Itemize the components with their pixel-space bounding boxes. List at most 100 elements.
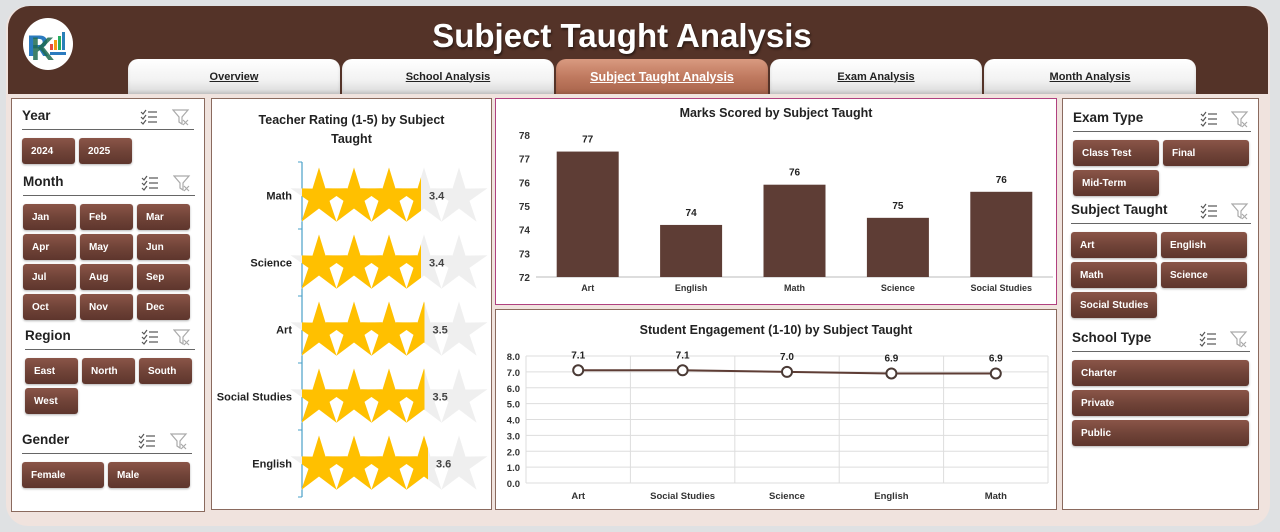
chart-title: Marks Scored by Subject Taught xyxy=(679,106,873,120)
svg-text:6.0: 6.0 xyxy=(507,384,520,395)
data-label: 3.4 xyxy=(429,191,445,203)
svg-text:78: 78 xyxy=(519,131,531,142)
clear-filter-icon[interactable] xyxy=(1230,202,1249,220)
chart-title: Teacher Rating (1-5) by Subject Taught xyxy=(258,113,445,146)
bar xyxy=(763,184,826,277)
tab-subject-taught-analysis[interactable]: Subject Taught Analysis xyxy=(556,59,768,94)
svg-text:76: 76 xyxy=(996,175,1008,186)
tab-exam-analysis[interactable]: Exam Analysis xyxy=(770,59,982,94)
svg-text:75: 75 xyxy=(892,201,904,212)
svg-text:R: R xyxy=(27,30,49,63)
data-point xyxy=(676,364,689,377)
data-label: 3.6 xyxy=(436,459,451,471)
slicer-button-west[interactable]: West xyxy=(25,388,78,414)
svg-text:Social Studies: Social Studies xyxy=(971,283,1033,293)
data-point xyxy=(989,367,1002,380)
slicer-exam-type: Exam Type Class Test Final Mid-Term xyxy=(1073,106,1251,196)
svg-text:5.0: 5.0 xyxy=(507,400,520,411)
slicer-button-2024[interactable]: 2024 xyxy=(22,138,75,164)
slicer-button-private[interactable]: Private xyxy=(1072,390,1249,416)
slicer-button-art[interactable]: Art xyxy=(1071,232,1157,258)
svg-text:Science: Science xyxy=(881,283,915,293)
slicer-title: School Type xyxy=(1072,330,1152,345)
clear-filter-icon[interactable] xyxy=(169,432,188,450)
page-title: Subject Taught Analysis xyxy=(432,17,812,54)
category-label: Math xyxy=(266,191,292,203)
svg-text:English: English xyxy=(675,283,708,293)
slicer-button-class-test[interactable]: Class Test xyxy=(1073,140,1159,166)
clear-filter-icon[interactable] xyxy=(171,108,190,126)
slicer-button-north[interactable]: North xyxy=(82,358,135,384)
clear-filter-icon[interactable] xyxy=(172,328,191,346)
slicer-button-oct[interactable]: Oct xyxy=(23,294,76,320)
tab-school-analysis[interactable]: School Analysis xyxy=(342,59,554,94)
tab-bar: Overview School Analysis Subject Taught An… xyxy=(128,59,1198,94)
slicer-button-social-studies[interactable]: Social Studies xyxy=(1071,292,1157,318)
slicer-button-jul[interactable]: Jul xyxy=(23,264,76,290)
category-label: Social Studies xyxy=(217,392,292,404)
multi-select-icon[interactable] xyxy=(138,433,156,449)
tab-month-analysis[interactable]: Month Analysis xyxy=(984,59,1196,94)
multi-select-icon[interactable] xyxy=(1200,111,1218,127)
slicer-button-male[interactable]: Male xyxy=(108,462,190,488)
slicer-button-dec[interactable]: Dec xyxy=(137,294,190,320)
slicer-subject-taught: Subject Taught Art English Math Science Soci… xyxy=(1071,198,1251,318)
category-label: Art xyxy=(276,325,292,337)
slicer-button-female[interactable]: Female xyxy=(22,462,104,488)
slicer-button-science[interactable]: Science xyxy=(1161,262,1247,288)
slicer-button-feb[interactable]: Feb xyxy=(80,204,133,230)
tab-overview[interactable]: Overview xyxy=(128,59,340,94)
rk-logo-icon: R K xyxy=(27,30,66,67)
slicer-button-may[interactable]: May xyxy=(80,234,133,260)
svg-text:6.9: 6.9 xyxy=(884,353,898,364)
svg-text:73: 73 xyxy=(519,249,531,260)
clear-filter-icon[interactable] xyxy=(1229,330,1248,348)
data-point xyxy=(781,365,793,378)
slicer-button-south[interactable]: South xyxy=(139,358,192,384)
right-slicer-panel: Exam Type Class Test Final Mid-Term Subjec… xyxy=(1062,98,1259,510)
slicer-button-apr[interactable]: Apr xyxy=(23,234,76,260)
slicer-title: Gender xyxy=(22,432,70,447)
logo: R K xyxy=(23,18,73,70)
svg-text:7.1: 7.1 xyxy=(571,350,585,361)
slicer-button-sep[interactable]: Sep xyxy=(137,264,190,290)
slicer-button-math[interactable]: Math xyxy=(1071,262,1157,288)
svg-text:Math: Math xyxy=(985,491,1007,502)
slicer-button-public[interactable]: Public xyxy=(1072,420,1249,446)
line-plot: 0.0 1.0 2.0 3.0 4.0 5.0 6.0 7.0 8.0 7.1 Art 7.1 Soci… xyxy=(507,350,1049,502)
slicer-button-final[interactable]: Final xyxy=(1163,140,1249,166)
slicer-button-east[interactable]: East xyxy=(25,358,78,384)
svg-text:Art: Art xyxy=(581,283,594,293)
slicer-title: Year xyxy=(22,108,51,123)
slicer-button-mid-term[interactable]: Mid-Term xyxy=(1073,170,1159,196)
multi-select-icon[interactable] xyxy=(141,329,159,345)
slicer-button-2025[interactable]: 2025 xyxy=(79,138,132,164)
category-label: English xyxy=(252,459,292,471)
svg-text:7.0: 7.0 xyxy=(780,352,794,363)
data-label: 3.5 xyxy=(433,392,448,404)
slicer-button-charter[interactable]: Charter xyxy=(1072,360,1249,386)
svg-text:3.0: 3.0 xyxy=(507,431,520,442)
slicer-button-jun[interactable]: Jun xyxy=(137,234,190,260)
category-label: Science xyxy=(250,258,292,270)
slicer-button-jan[interactable]: Jan xyxy=(23,204,76,230)
svg-text:7.1: 7.1 xyxy=(676,350,690,361)
marks-bar-chart: Marks Scored by Subject Taught 72 73 74 75 7… xyxy=(495,98,1057,305)
slicer-month: Month Jan Feb Mar Apr May Jun Jul Aug Sep Oct Nov D… xyxy=(23,170,195,320)
clear-filter-icon[interactable] xyxy=(172,174,191,192)
slicer-button-mar[interactable]: Mar xyxy=(137,204,190,230)
slicer-button-english[interactable]: English xyxy=(1161,232,1247,258)
multi-select-icon[interactable] xyxy=(1200,203,1218,219)
svg-text:K: K xyxy=(31,31,54,67)
multi-select-icon[interactable] xyxy=(1199,331,1217,347)
clear-filter-icon[interactable] xyxy=(1230,110,1249,128)
slicer-button-aug[interactable]: Aug xyxy=(80,264,133,290)
slicer-button-nov[interactable]: Nov xyxy=(80,294,133,320)
bar-plot: 72 73 74 75 76 77 78 77 Art 74 English 76 Math 75 Scie… xyxy=(519,131,1053,293)
slicer-gender: Gender Female Male xyxy=(22,428,192,488)
svg-text:76: 76 xyxy=(519,178,531,189)
multi-select-icon[interactable] xyxy=(140,109,158,125)
svg-text:8.0: 8.0 xyxy=(507,352,520,363)
multi-select-icon[interactable] xyxy=(141,175,159,191)
slicer-year: Year 2024 2025 xyxy=(22,104,194,164)
